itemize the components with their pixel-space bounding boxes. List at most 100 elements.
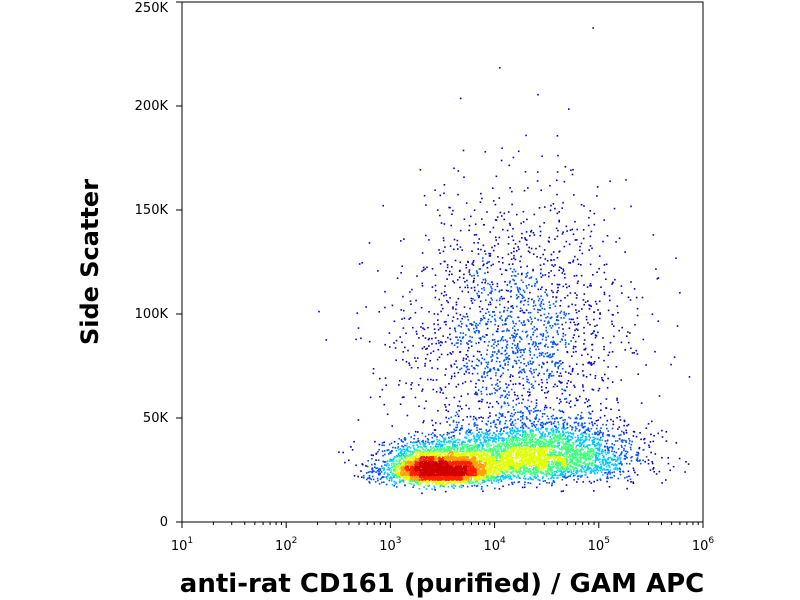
scatter-point <box>478 444 481 446</box>
scatter-point <box>459 332 462 334</box>
scatter-point <box>617 401 619 404</box>
scatter-point <box>536 474 539 476</box>
scatter-point <box>487 366 489 369</box>
scatter-point <box>539 225 541 228</box>
scatter-point <box>513 442 516 444</box>
scatter-point <box>579 441 581 444</box>
scatter-point <box>594 422 596 425</box>
scatter-point <box>547 335 549 338</box>
scatter-point <box>570 470 572 472</box>
scatter-point <box>495 175 498 178</box>
scatter-point <box>475 342 477 345</box>
scatter-point <box>492 351 494 353</box>
scatter-point <box>459 320 462 323</box>
scatter-point <box>515 335 517 337</box>
scatter-point <box>434 429 437 431</box>
scatter-point <box>461 440 464 443</box>
scatter-point <box>516 297 518 300</box>
scatter-point <box>596 472 599 474</box>
scatter-point <box>516 441 518 443</box>
scatter-point <box>480 393 483 395</box>
scatter-point <box>489 439 491 441</box>
scatter-point <box>579 445 581 447</box>
scatter-point <box>543 373 545 375</box>
scatter-point <box>546 381 548 384</box>
scatter-point <box>408 362 410 364</box>
scatter-point <box>607 377 609 380</box>
scatter-point <box>389 458 391 461</box>
scatter-point <box>515 427 518 430</box>
scatter-point <box>536 256 538 258</box>
scatter-point <box>431 268 434 270</box>
scatter-point <box>543 324 545 326</box>
scatter-point <box>485 433 488 435</box>
scatter-point <box>357 475 359 478</box>
scatter-point <box>618 237 621 240</box>
scatter-point <box>648 446 651 448</box>
scatter-point <box>507 404 510 406</box>
scatter-point <box>552 343 554 345</box>
scatter-point <box>450 377 453 380</box>
scatter-point <box>593 212 596 215</box>
scatter-point <box>521 330 524 333</box>
scatter-point <box>434 449 436 451</box>
scatter-point <box>600 427 602 429</box>
scatter-point <box>405 360 408 363</box>
scatter-point <box>624 477 626 479</box>
scatter-point <box>565 346 567 348</box>
scatter-point <box>519 310 522 312</box>
scatter-point <box>446 300 448 302</box>
scatter-point <box>479 337 482 339</box>
scatter-point <box>554 305 557 308</box>
scatter-point <box>434 489 436 491</box>
scatter-point <box>472 281 475 283</box>
scatter-point <box>471 481 474 483</box>
scatter-point <box>557 154 559 157</box>
scatter-point <box>592 467 595 470</box>
scatter-point <box>583 455 585 458</box>
scatter-point <box>566 437 569 439</box>
scatter-point <box>447 301 449 304</box>
scatter-point <box>550 446 553 448</box>
scatter-point <box>572 261 574 263</box>
scatter-point <box>469 323 471 325</box>
scatter-point <box>577 263 580 265</box>
scatter-point <box>525 473 527 476</box>
scatter-point <box>560 363 562 365</box>
scatter-point <box>542 480 545 483</box>
scatter-point <box>537 374 539 377</box>
scatter-point <box>613 455 616 458</box>
scatter-point <box>570 473 572 476</box>
scatter-point <box>495 438 498 441</box>
scatter-point <box>602 379 605 382</box>
scatter-point <box>536 410 538 412</box>
scatter-point <box>573 450 576 452</box>
scatter-point <box>580 444 582 447</box>
scatter-point <box>513 431 516 433</box>
scatter-point <box>553 274 556 277</box>
scatter-point <box>548 433 550 436</box>
scatter-point <box>410 483 413 485</box>
scatter-point <box>617 428 619 430</box>
scatter-point <box>632 481 634 483</box>
scatter-point <box>559 340 562 343</box>
scatter-point <box>537 93 539 96</box>
scatter-point <box>428 484 431 487</box>
scatter-point <box>534 410 536 412</box>
scatter-point <box>419 443 422 445</box>
scatter-point <box>619 459 621 461</box>
scatter-point <box>530 440 533 442</box>
scatter-point <box>616 440 619 442</box>
scatter-point <box>535 423 538 426</box>
scatter-point <box>366 465 369 468</box>
scatter-point <box>577 414 579 416</box>
scatter-point <box>451 447 454 450</box>
scatter-point <box>470 429 472 432</box>
scatter-point <box>551 437 553 440</box>
scatter-point <box>563 462 566 465</box>
scatter-point <box>508 282 511 284</box>
scatter-point <box>503 449 506 451</box>
scatter-point <box>521 442 524 444</box>
scatter-point <box>463 443 466 446</box>
scatter-point <box>425 447 427 449</box>
